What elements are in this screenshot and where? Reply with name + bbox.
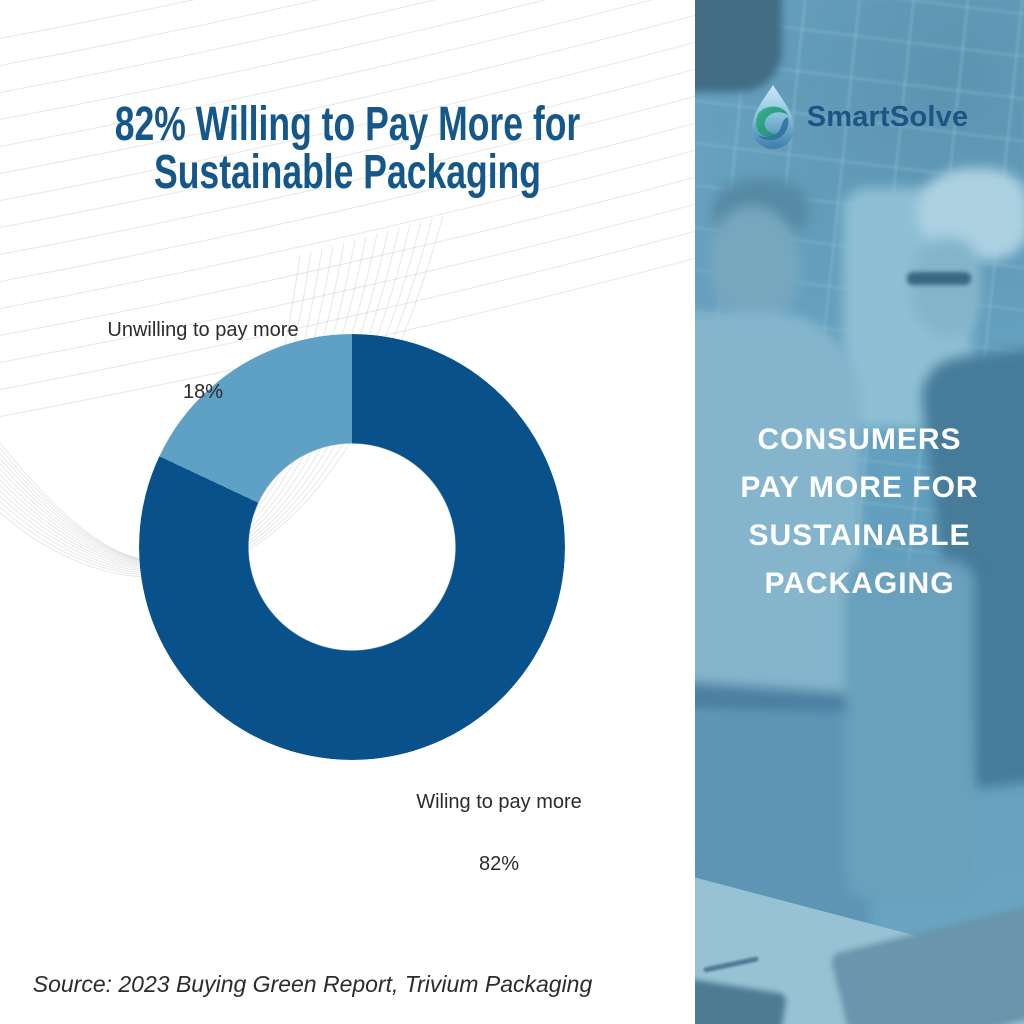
water-drop-logo-icon [751,85,794,149]
chart-title: 82% Willing to Pay More for Sustainable … [114,98,581,199]
woman-face-silhouette [909,238,981,338]
slice-label-willing: Wiling to pay more 82% [334,756,664,911]
blue-tint-overlay [695,0,1024,1024]
slice-label-unwilling: Unwilling to pay more 18% [38,284,368,439]
photo-dark-corner [695,0,782,92]
photo-panel: SmartSolve CONSUMERS PAY MORE FOR SUSTAI… [695,0,1024,1024]
slice-label-willing-value: 82% [478,853,520,875]
woman-glasses-silhouette [907,272,971,285]
donut-chart [139,334,565,760]
slice-label-unwilling-text: Unwilling to pay more [107,319,299,341]
trousers-silhouette [845,560,975,900]
brand-name: SmartSolve [806,100,969,133]
slice-label-willing-text: Wiling to pay more [416,791,582,813]
source-note: Source: 2023 Buying Green Report, Triviu… [32,971,593,997]
man-shirt-silhouette [695,312,861,712]
slice-label-unwilling-value: 18% [182,381,224,403]
panel-headline: CONSUMERS PAY MORE FOR SUSTAINABLE PACKA… [740,423,979,600]
brand-lockup: SmartSolve [695,84,1024,150]
chart-panel: 82% Willing to Pay More for Sustainable … [0,0,695,997]
man-head-silhouette [709,206,801,324]
